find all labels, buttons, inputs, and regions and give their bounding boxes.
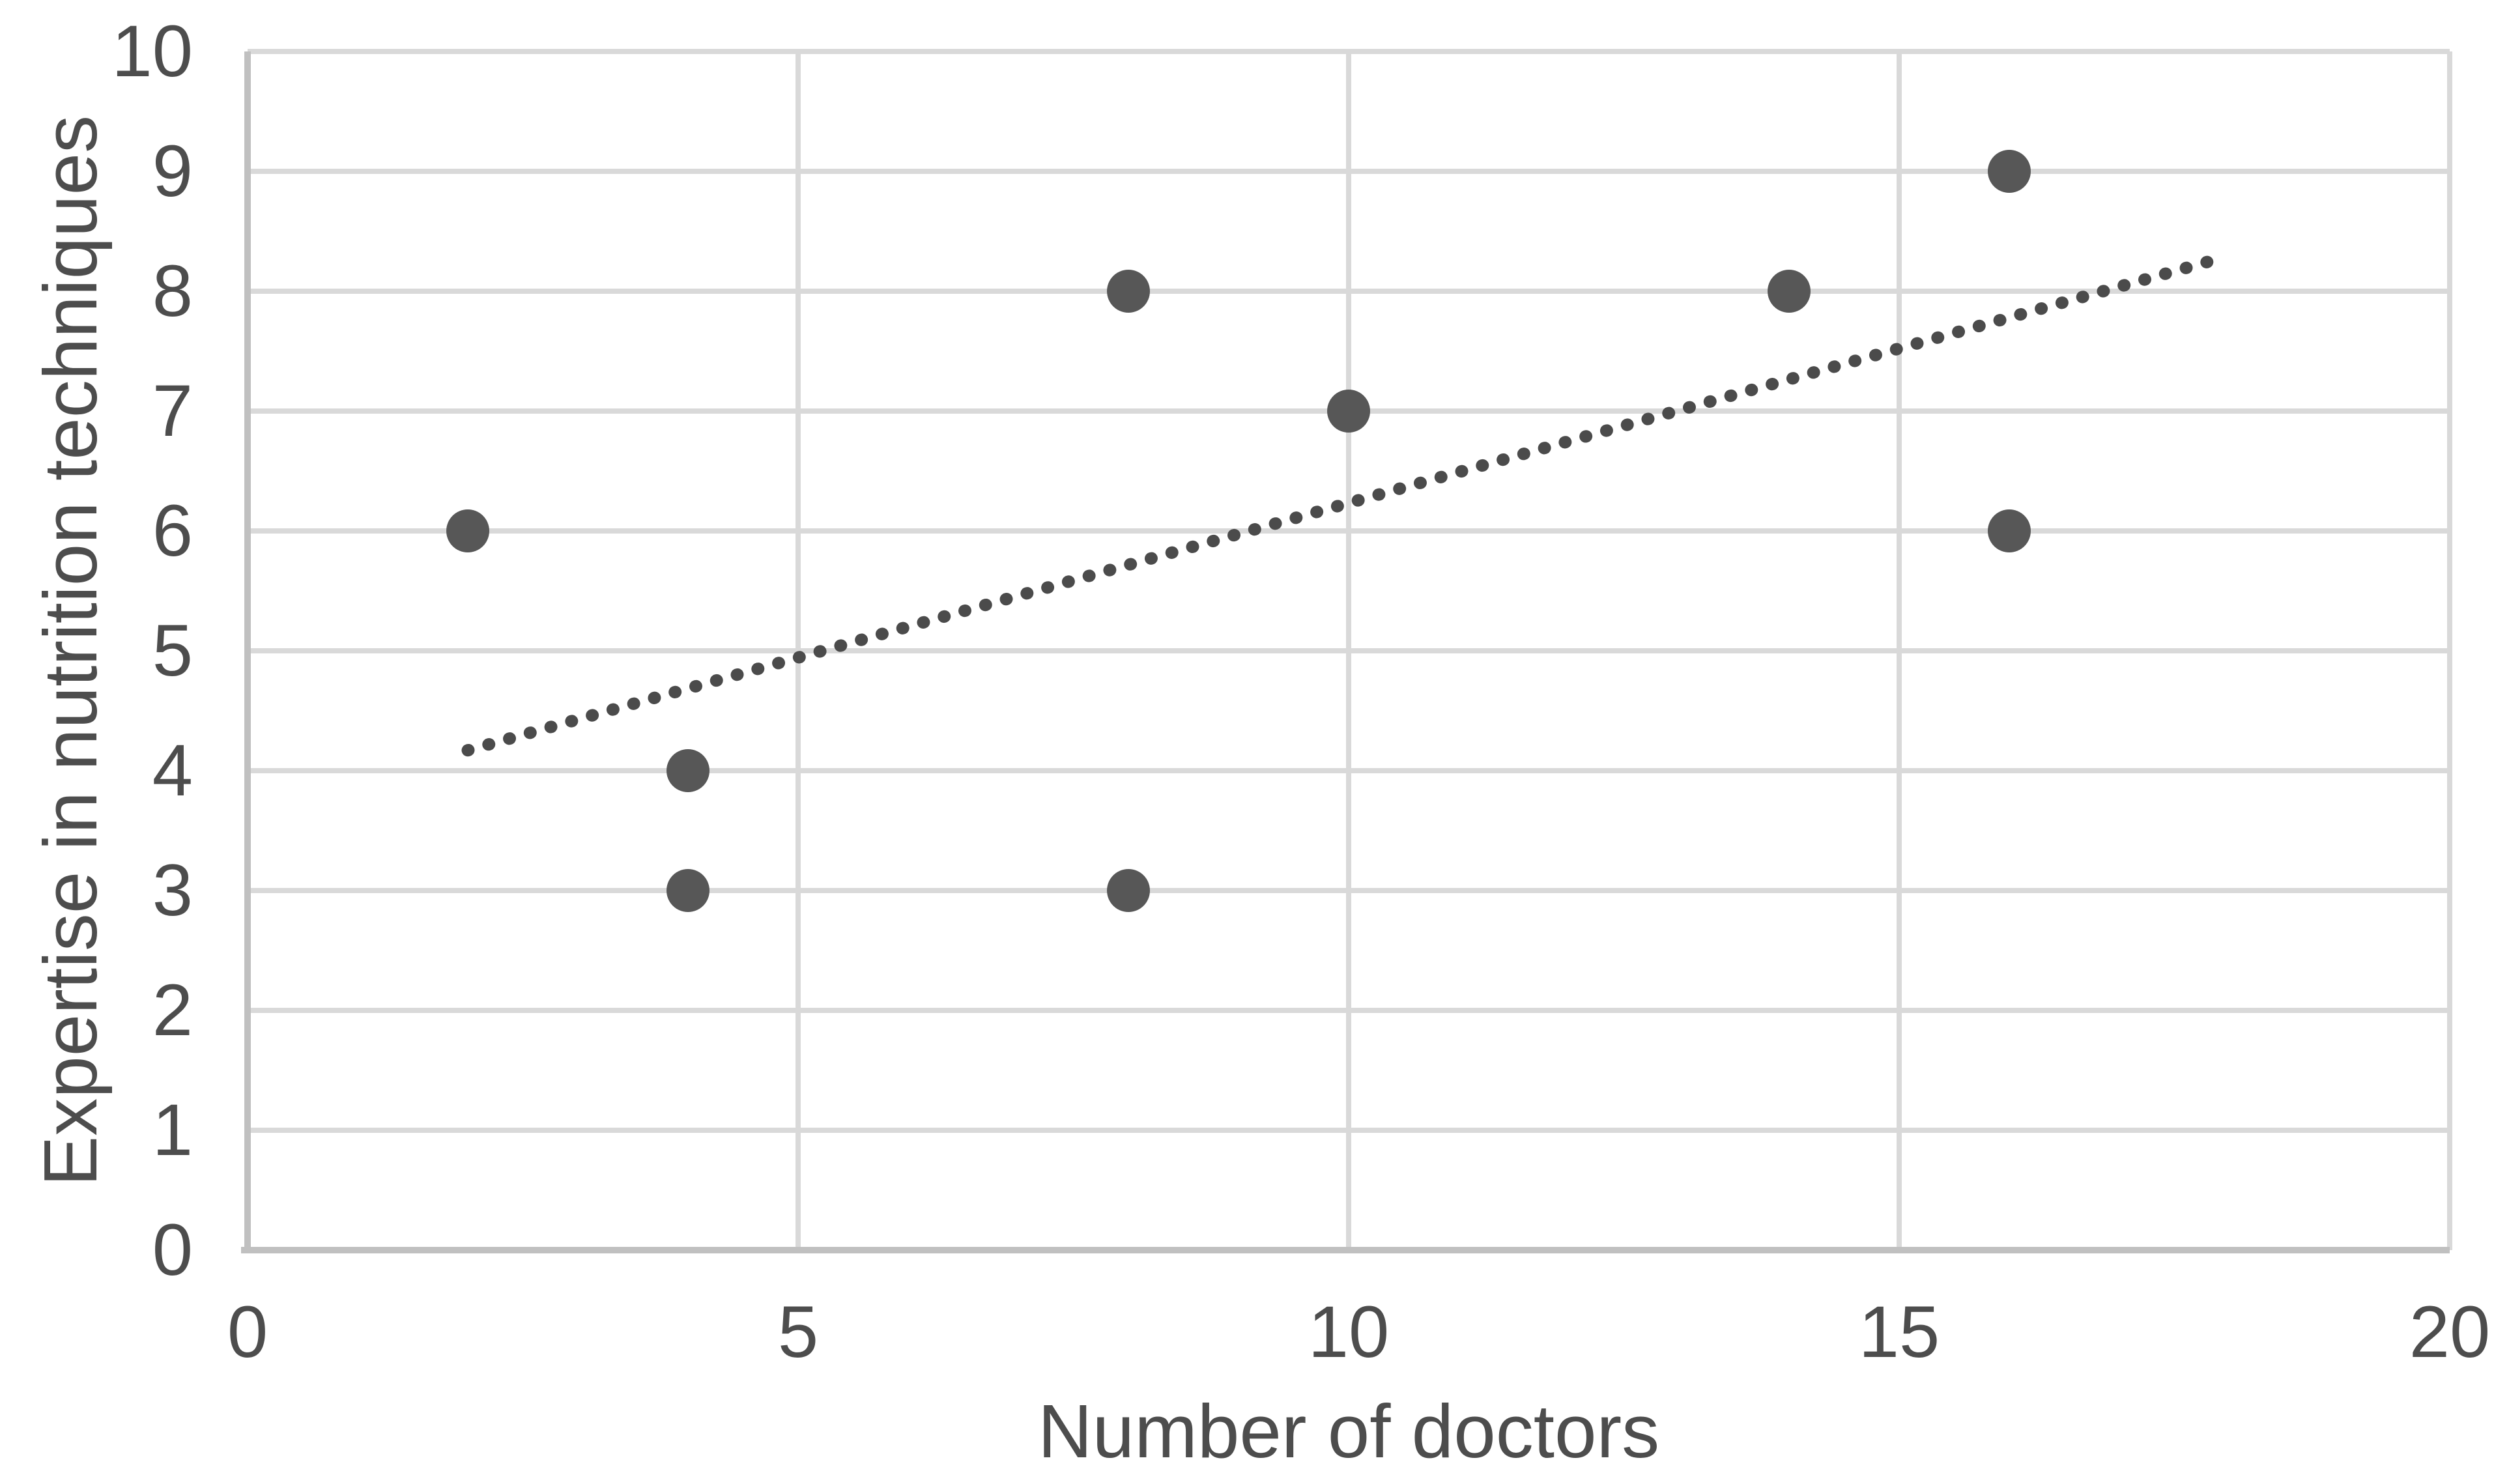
x-axis-tick-label: 10 (1308, 1291, 1390, 1373)
data-point (666, 749, 710, 792)
data-point (666, 869, 710, 912)
y-axis-tick-label: 10 (111, 10, 193, 92)
y-axis-tick-label: 5 (152, 610, 193, 691)
y-axis-tick-label: 2 (152, 969, 193, 1051)
y-axis-tick-label: 9 (152, 130, 193, 212)
y-axis-title: Expertise in nutrition techniques (28, 115, 113, 1187)
y-axis-tick-label: 1 (152, 1089, 193, 1171)
data-point (1107, 270, 1150, 313)
data-point (1768, 270, 1811, 313)
y-axis-tick-label: 4 (152, 730, 193, 811)
y-axis-tick-label: 7 (152, 370, 193, 451)
x-axis-tick-label: 0 (227, 1291, 268, 1373)
x-axis-title: Number of doctors (1037, 1389, 1660, 1474)
y-axis-tick-label: 3 (152, 849, 193, 931)
y-axis-tick-label: 8 (152, 250, 193, 332)
data-point (1988, 509, 2031, 552)
y-axis-tick-label: 6 (152, 490, 193, 571)
y-axis-tick-label: 0 (152, 1209, 193, 1291)
trendline (461, 252, 2225, 757)
data-point (1327, 390, 1370, 433)
x-axis-tick-label: 20 (2409, 1291, 2491, 1373)
x-axis-tick-label: 5 (777, 1291, 819, 1373)
data-point (446, 509, 489, 552)
x-axis-tick-label: 15 (1858, 1291, 1940, 1373)
data-point (1107, 869, 1150, 912)
data-point (1988, 150, 2031, 193)
